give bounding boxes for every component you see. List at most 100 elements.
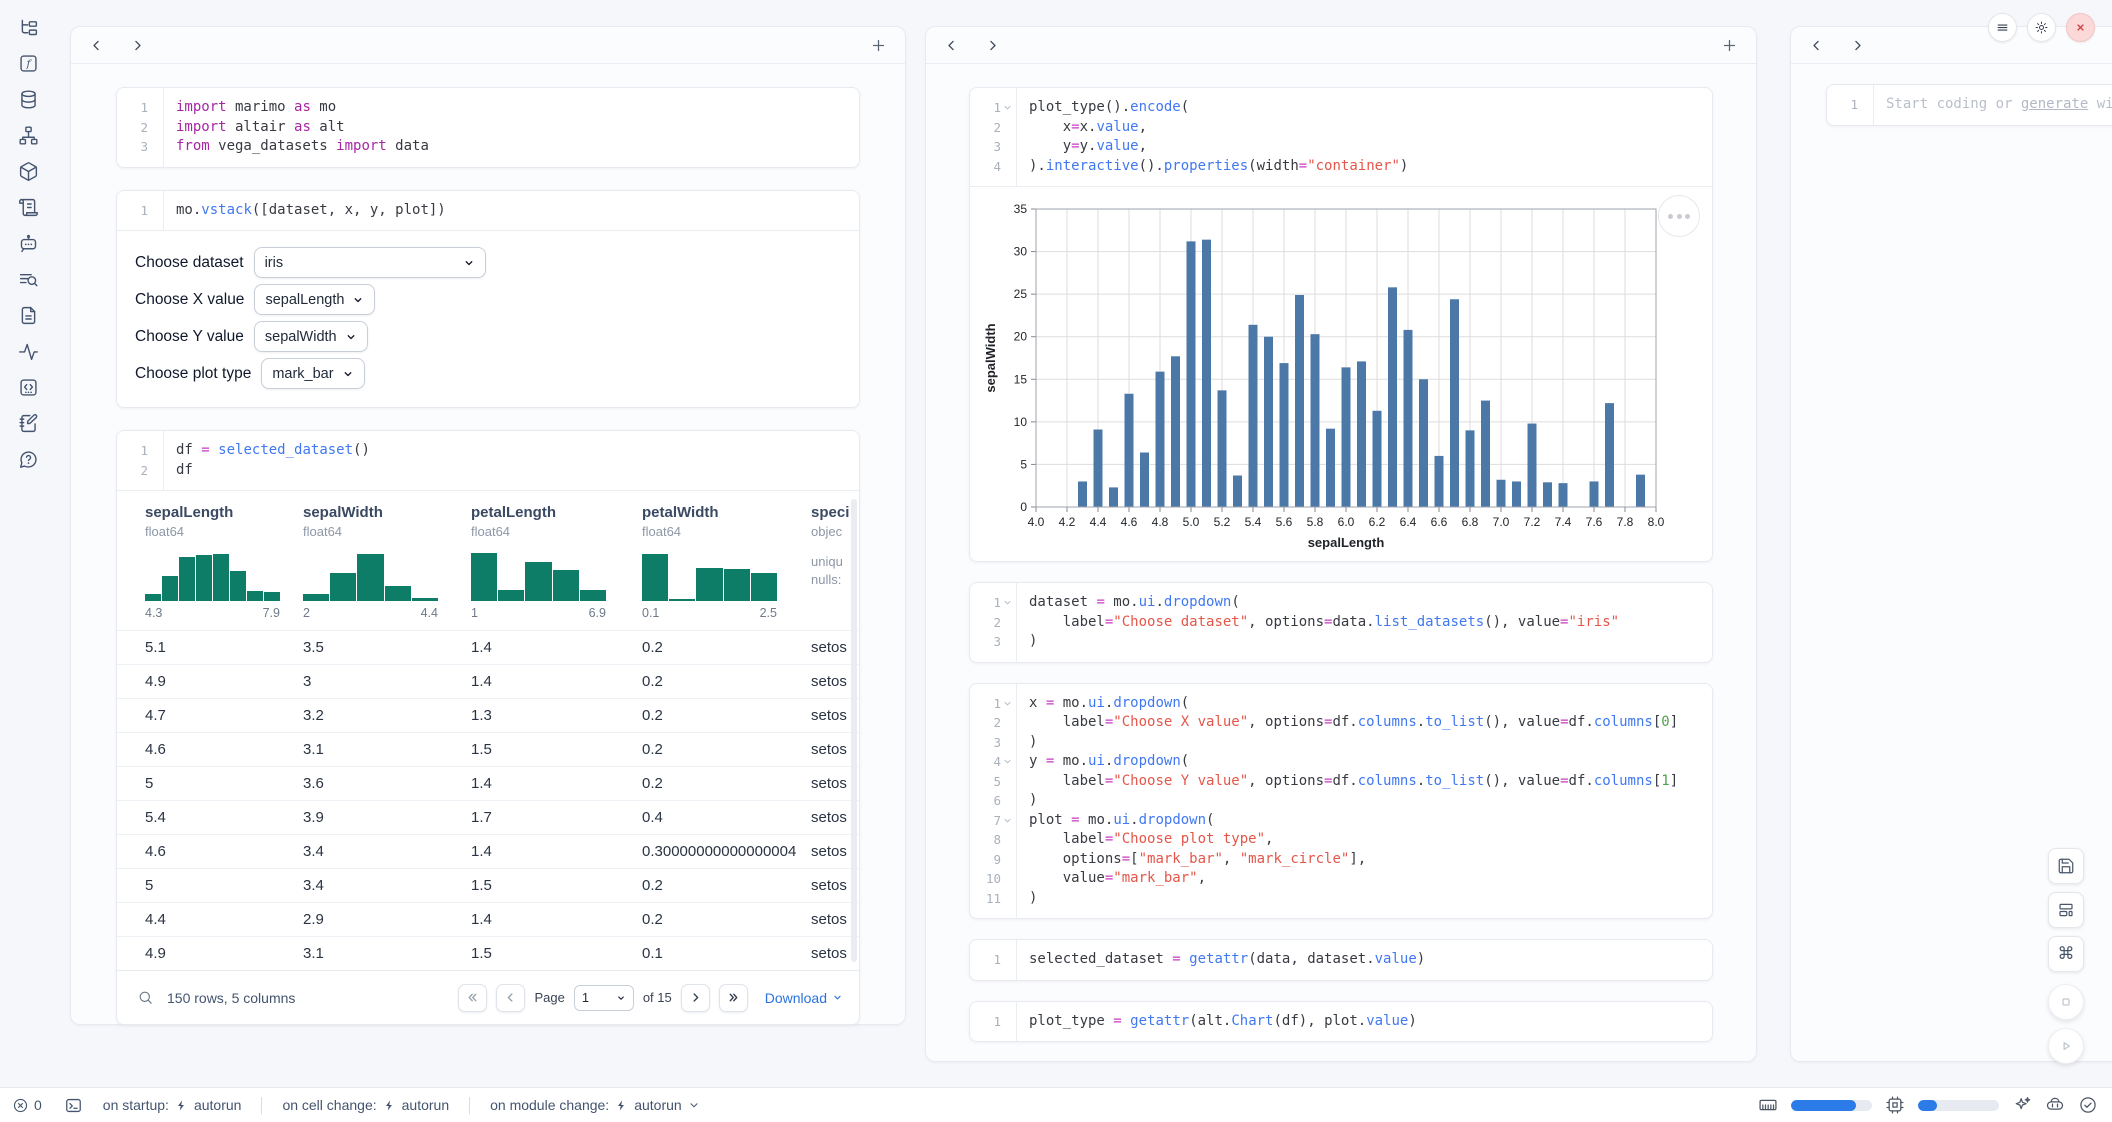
packages-icon[interactable] [17, 160, 39, 182]
ai-chat-icon[interactable] [17, 232, 39, 254]
cpu-icon[interactable] [1885, 1095, 1905, 1115]
line-number: 3 [993, 139, 1001, 155]
table-row[interactable]: 4.6 3.4 1.4 0.30000000000000004 setos [117, 834, 859, 868]
choose-y-value-select[interactable]: sepalWidth [253, 321, 368, 352]
first-page-button[interactable] [458, 983, 488, 1012]
code-editor[interactable]: 1 2 3 dataset = mo.ui.dropdown( label="Choo… [970, 583, 1712, 662]
notebook-menu-button[interactable] [1988, 13, 2017, 42]
choose-x-value-select[interactable]: sepalLength [254, 284, 376, 315]
variables-icon[interactable]: f [17, 52, 39, 74]
generate-with-ai-link[interactable]: generate [2020, 96, 2089, 112]
previous-page-button[interactable] [496, 983, 526, 1012]
chart-options-button[interactable] [1658, 195, 1700, 237]
scratchpad-icon[interactable] [17, 412, 39, 434]
page-number-select[interactable]: 1 [573, 984, 634, 1011]
next-page-button[interactable] [680, 983, 710, 1012]
choose-dataset-select[interactable]: iris [253, 247, 486, 278]
file-tree-icon[interactable] [17, 16, 39, 38]
last-page-button[interactable] [718, 983, 748, 1012]
config-label: on startup: [102, 1097, 169, 1113]
copilot-icon[interactable] [2045, 1095, 2065, 1115]
on-module-change-config[interactable]: on module change: autorun [470, 1097, 720, 1113]
table-row[interactable]: 5 3.6 1.4 0.2 setos [117, 766, 859, 800]
column-forward-button[interactable] [985, 38, 1000, 53]
fold-chevron-icon[interactable] [1002, 698, 1013, 709]
logs-icon[interactable] [17, 196, 39, 218]
add-cell-button[interactable] [1721, 37, 1738, 54]
dependencies-icon[interactable] [17, 124, 39, 146]
column-back-button[interactable] [944, 38, 959, 53]
table-row[interactable]: 4.9 3.1 1.5 0.1 setos [117, 936, 859, 970]
documentation-icon[interactable] [17, 304, 39, 326]
help-icon[interactable] [17, 448, 39, 470]
code-cell-dataset-dropdown-cell: 1 2 3 dataset = mo.ui.dropdown( label="Choo… [969, 582, 1713, 663]
table-row[interactable]: 5 3.4 1.5 0.2 setos [117, 868, 859, 902]
code-editor[interactable]: 1 selected_dataset = getattr(data, datase… [970, 940, 1712, 980]
column-forward-button[interactable] [130, 38, 145, 53]
table-column-header[interactable]: sepalWidth float64 2 4.4 [303, 504, 471, 630]
table-row[interactable]: 5.1 3.5 1.4 0.2 setos [117, 630, 859, 664]
fold-chevron-icon[interactable] [1002, 102, 1013, 113]
middle-panel-body: 1 2 3 4 plot_type().encode( x=x.value, y=y.v… [926, 64, 1756, 1060]
stop-execution-button[interactable] [2048, 984, 2084, 1020]
table-row[interactable]: 4.4 2.9 1.4 0.2 setos [117, 902, 859, 936]
code-editor[interactable]: 1 2 df = selected_dataset() df [117, 431, 859, 490]
save-notebook-button[interactable] [2048, 848, 2084, 884]
errors-indicator[interactable]: 0 [12, 1097, 42, 1114]
chevron-down-icon [345, 331, 357, 343]
fold-chevron-icon[interactable] [1002, 597, 1013, 608]
table-scrollbar[interactable] [851, 499, 857, 962]
code-editor[interactable]: 1 mo.vstack([dataset, x, y, plot]) [117, 190, 859, 230]
memory-icon[interactable] [1758, 1095, 1778, 1115]
code-line: label="Choose plot type", [1029, 831, 1274, 847]
line-number: 6 [993, 793, 1001, 809]
table-column-header[interactable]: petalLength float64 1 6.9 [471, 504, 642, 630]
ai-sparkles-icon[interactable] [2012, 1095, 2032, 1115]
code-editor[interactable]: 1 Start coding or generate with [1827, 85, 2112, 125]
histogram-bar [642, 553, 669, 601]
download-button[interactable]: Download [765, 990, 843, 1006]
code-editor[interactable]: 1 plot_type = getattr(alt.Chart(df), plot… [970, 1001, 1712, 1041]
table-row[interactable]: 4.6 3.1 1.5 0.2 setos [117, 732, 859, 766]
code-editor[interactable]: 1 2 3 4 plot_type().encode( x=x.value, y=y.v… [970, 88, 1712, 186]
table-column-header[interactable]: sepalLength float64 4.3 7.9 [145, 504, 303, 630]
search-icon[interactable] [137, 989, 154, 1006]
fold-chevron-icon[interactable] [1002, 756, 1013, 767]
table-column-header[interactable]: speci objec uniqu nulls: [811, 504, 859, 630]
settings-button[interactable] [2027, 13, 2056, 42]
dependencies-glyph [18, 125, 38, 145]
gutter-line: 1 [970, 694, 1016, 714]
column-back-button[interactable] [89, 38, 104, 53]
shutdown-button[interactable] [2066, 13, 2095, 42]
snippets-icon[interactable] [17, 376, 39, 398]
fold-chevron-icon[interactable] [1002, 815, 1013, 826]
column-back-button[interactable] [1809, 38, 1824, 53]
on-startup-config[interactable]: on startup: autorun [83, 1097, 262, 1113]
layout-toggle-button[interactable] [2048, 892, 2084, 928]
line-number: 4 [993, 158, 1001, 174]
code-content: plot_type = getattr(alt.Chart(df), plot.… [1016, 1001, 1712, 1041]
keyboard-shortcuts-button[interactable]: ⌘ [2048, 936, 2084, 972]
choose-plot-type-select[interactable]: mark_bar [261, 358, 365, 389]
variables-glyph: f [19, 54, 37, 72]
max-value: 2.5 [759, 606, 777, 620]
add-cell-button[interactable] [870, 37, 887, 54]
connection-status-icon[interactable] [2078, 1095, 2098, 1115]
tracing-icon[interactable] [17, 340, 39, 362]
on-cell-change-config[interactable]: on cell change: autorun [262, 1097, 469, 1113]
code-editor[interactable]: 1 2 3 4 5 6 7 8 9 10 11 x = mo.ui.dropdown( label="… [970, 683, 1712, 918]
datasources-icon[interactable] [17, 88, 39, 110]
line-number-gutter: 1 [1827, 85, 1873, 125]
run-all-button[interactable] [2048, 1028, 2084, 1064]
altair-bar-chart[interactable]: 0 5 10 15 20 25 30 35 4.0 4.2 4.4 4.6 4.8 5.0 5.2 5.4 5.… [980, 197, 1670, 553]
terminal-button[interactable] [64, 1096, 83, 1115]
code-line: x=x.value, [1029, 118, 1148, 135]
column-forward-button[interactable] [1850, 38, 1865, 53]
table-row[interactable]: 4.7 3.2 1.3 0.2 setos [117, 698, 859, 732]
list-search-icon[interactable] [17, 268, 39, 290]
table-row[interactable]: 4.9 3 1.4 0.2 setos [117, 664, 859, 698]
code-editor[interactable]: 1 2 3 import marimo as mo import altair as a… [117, 88, 859, 167]
table-row[interactable]: 5.4 3.9 1.7 0.4 setos [117, 800, 859, 834]
table-column-header[interactable]: petalWidth float64 0.1 2.5 [642, 504, 811, 630]
histogram-bar [264, 592, 280, 601]
